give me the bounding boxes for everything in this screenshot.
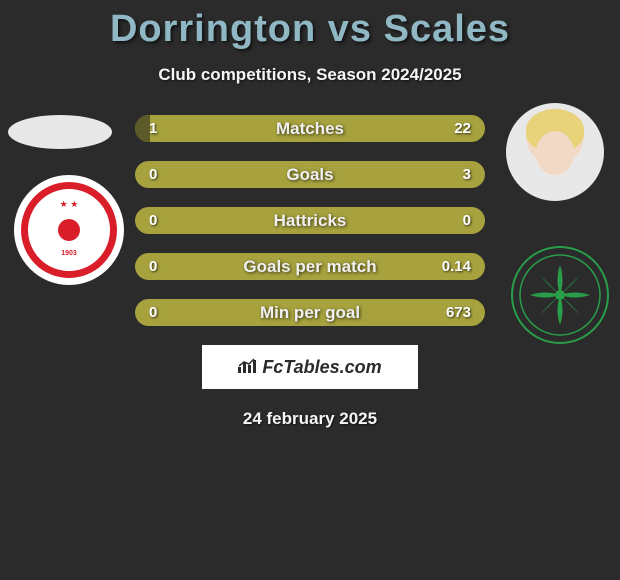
stat-label: Matches	[135, 119, 485, 139]
stat-label: Hattricks	[135, 211, 485, 231]
chart-icon	[238, 357, 258, 378]
stat-row: 0Goals3	[135, 161, 485, 188]
stat-row: 1Matches22	[135, 115, 485, 142]
stat-row: 0Min per goal673	[135, 299, 485, 326]
comparison-area: ★ ★ 1903 1Matches22 0Goals3 0Hattricks0 0Go…	[0, 115, 620, 326]
player-left-avatar	[8, 115, 112, 149]
date-label: 24 february 2025	[0, 409, 620, 429]
logo-text: FcTables.com	[262, 357, 381, 378]
stat-label: Goals per match	[135, 257, 485, 277]
page-title: Dorrington vs Scales	[0, 0, 620, 51]
page-subtitle: Club competitions, Season 2024/2025	[0, 65, 620, 85]
club-crest-right	[510, 245, 610, 345]
stat-label: Goals	[135, 165, 485, 185]
stat-row: 0Goals per match0.14	[135, 253, 485, 280]
fctables-logo: FcTables.com	[202, 345, 418, 389]
stat-label: Min per goal	[135, 303, 485, 323]
stat-row: 0Hattricks0	[135, 207, 485, 234]
stat-bars: 1Matches22 0Goals3 0Hattricks0 0Goals per m…	[135, 115, 485, 326]
player-right-avatar	[506, 103, 604, 201]
club-crest-left: ★ ★ 1903	[14, 175, 124, 285]
